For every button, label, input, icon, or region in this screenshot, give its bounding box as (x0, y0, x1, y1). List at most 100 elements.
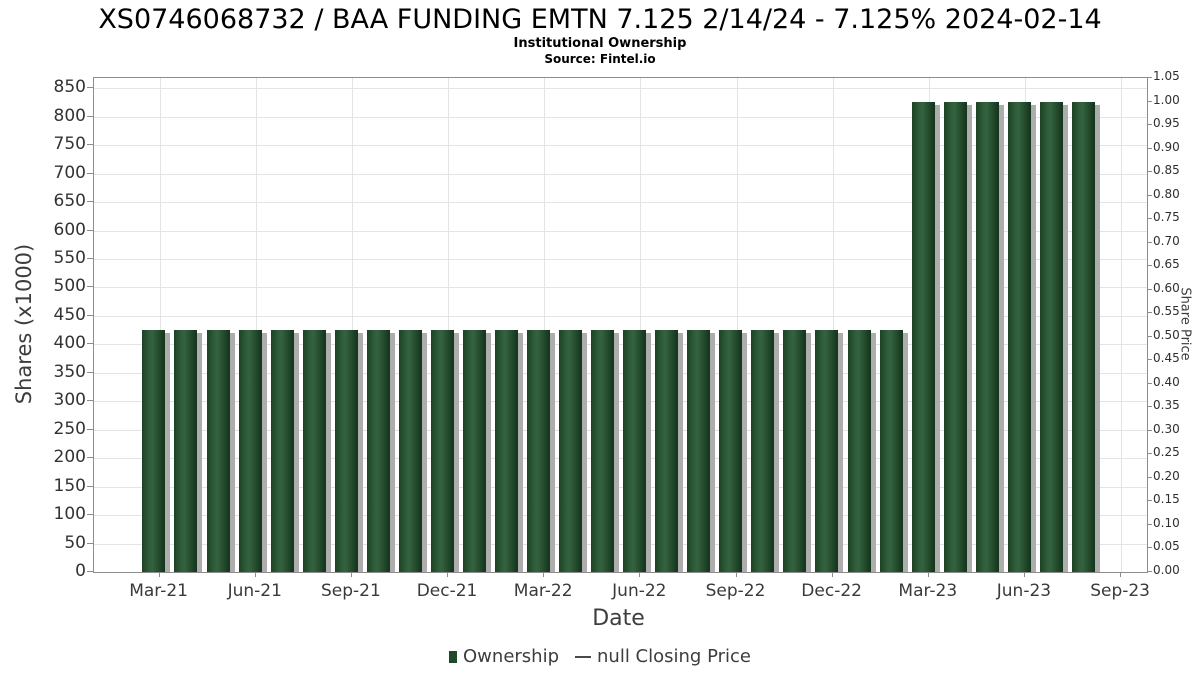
right-axis-tick-label: 0.65 (1153, 257, 1180, 272)
h-gridline (94, 458, 1147, 460)
right-axis-tick-mark (1147, 571, 1152, 572)
x-axis-tick-label: Mar-21 (129, 581, 188, 601)
legend: Ownership null Closing Price (0, 646, 1200, 667)
ownership-bar (302, 330, 331, 572)
v-gridline (544, 78, 546, 572)
x-axis-tick-label: Dec-21 (416, 581, 478, 601)
right-axis-tick-label: 0.50 (1153, 327, 1180, 342)
v-gridline (351, 78, 353, 572)
ownership-bar (334, 330, 363, 572)
right-axis-tick-mark (1147, 77, 1152, 78)
h-gridline (94, 515, 1147, 517)
right-axis-tick-mark (1147, 523, 1152, 525)
chart-subtitle: Institutional Ownership (513, 36, 687, 51)
x-axis-tick-label: Mar-22 (513, 581, 573, 601)
x-axis-tick-label: Jun-23 (996, 581, 1052, 601)
v-gridline (159, 78, 161, 572)
x-axis-title: Date (592, 606, 645, 631)
x-axis-tick-mark (639, 572, 641, 577)
h-gridline (94, 401, 1147, 403)
ownership-bar (1007, 102, 1036, 572)
left-axis-tick-label: 400 (53, 333, 86, 354)
h-gridline (94, 88, 1147, 90)
h-gridline (94, 486, 1147, 488)
x-axis-tick-mark (1023, 572, 1025, 577)
h-gridline (94, 372, 1147, 374)
h-gridline (94, 173, 1147, 175)
x-axis-tick-label: Sep-21 (320, 581, 381, 601)
left-axis-tick-mark (87, 457, 93, 459)
x-axis-tick-label: Sep-22 (705, 581, 766, 601)
chart-title: XS0746068732 / BAA FUNDING EMTN 7.125 2/… (98, 4, 1102, 35)
right-axis-tick-mark (1147, 359, 1152, 361)
h-gridline (94, 116, 1147, 118)
plot-area (93, 77, 1148, 573)
ownership-bar (462, 330, 491, 572)
h-gridline (94, 287, 1147, 289)
closing-price-legend-dash-icon (575, 655, 592, 658)
ownership-bar (1071, 102, 1100, 572)
ownership-bar (270, 330, 299, 572)
right-axis-tick-mark (1147, 312, 1152, 314)
ownership-bar (1039, 102, 1068, 572)
h-gridline (94, 429, 1147, 431)
h-gridline (94, 145, 1147, 147)
left-axis-tick-label: 0 (75, 561, 86, 581)
ownership-bar (174, 330, 203, 572)
ownership-bar (430, 330, 459, 572)
right-axis-tick-label: 0.90 (1153, 139, 1180, 154)
ownership-bar (398, 330, 427, 572)
x-axis-tick-mark (831, 572, 833, 577)
left-axis-tick-mark (87, 514, 93, 516)
left-axis-tick-mark (87, 343, 93, 345)
right-axis-tick-label: 0.00 (1153, 563, 1180, 577)
ownership-bar (943, 102, 972, 572)
ownership-bar (591, 330, 620, 572)
h-gridline (94, 344, 1147, 346)
right-axis-tick-mark (1147, 124, 1152, 126)
left-axis-tick-mark (87, 400, 93, 402)
right-axis-tick-mark (1147, 147, 1152, 149)
left-axis-tick-mark (87, 485, 93, 487)
right-axis-tick-mark (1147, 241, 1152, 243)
left-axis-tick-label: 250 (53, 418, 86, 439)
right-axis-tick-label: 0.40 (1153, 374, 1180, 389)
x-axis-tick-mark (350, 572, 352, 577)
x-axis-tick-mark (447, 572, 449, 577)
left-axis-tick-label: 850 (53, 77, 86, 98)
ownership-bar (911, 102, 940, 572)
ownership-bar (655, 330, 684, 572)
left-axis-tick-mark (87, 201, 93, 203)
right-axis-tick-mark (1147, 265, 1152, 267)
x-axis-tick-mark (158, 572, 160, 577)
ownership-bar (142, 330, 171, 572)
left-axis-tick-label: 750 (53, 134, 86, 155)
x-axis-tick-mark (735, 572, 737, 577)
x-axis-tick-label: Mar-23 (898, 581, 958, 601)
v-gridline (255, 78, 257, 572)
left-axis-tick-label: 200 (53, 447, 86, 468)
left-axis-tick-mark (87, 115, 93, 117)
right-axis-tick-label: 0.35 (1153, 398, 1180, 413)
right-axis-tick-label: 0.75 (1153, 210, 1180, 225)
left-axis-tick-label: 600 (53, 219, 86, 240)
right-axis-tick-mark (1147, 500, 1152, 502)
right-axis-tick-label: 0.30 (1153, 421, 1180, 436)
h-gridline (94, 230, 1147, 232)
right-axis-tick-mark (1147, 382, 1152, 384)
left-axis-tick-mark (87, 371, 93, 373)
v-gridline (448, 78, 450, 572)
h-gridline (94, 543, 1147, 545)
right-axis-tick-label: 0.10 (1153, 515, 1180, 530)
chart-source: Source: Fintel.io (544, 52, 656, 66)
ownership-legend-swatch-icon (449, 650, 458, 663)
right-axis-tick-label: 0.55 (1153, 304, 1180, 319)
h-gridline (94, 315, 1147, 317)
left-axis-tick-mark (87, 229, 93, 231)
v-gridline (832, 78, 834, 572)
x-axis-tick-mark (254, 572, 256, 577)
left-axis-tick-mark (87, 571, 93, 572)
x-axis-tick-label: Jun-21 (227, 581, 282, 601)
left-axis-tick-label: 500 (53, 276, 86, 297)
